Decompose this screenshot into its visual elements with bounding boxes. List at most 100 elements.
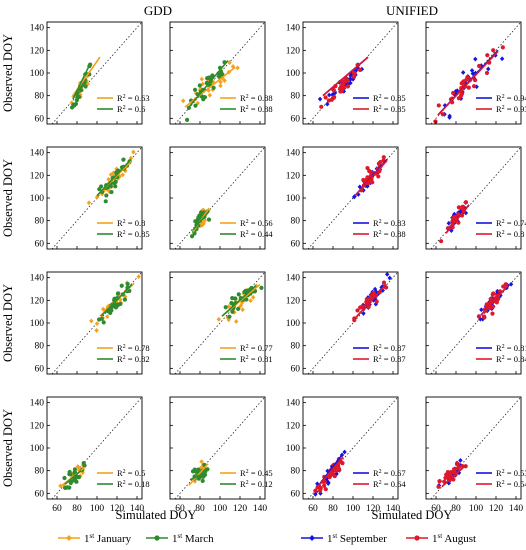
point-jan	[235, 65, 240, 71]
y-tick-label: 120	[30, 421, 45, 431]
point-sep	[469, 68, 475, 73]
point-aug	[345, 84, 351, 89]
y-tick-label: 60	[291, 114, 301, 124]
r2-label-jan: R2 = 0.45	[240, 468, 273, 478]
point-aug	[351, 74, 356, 79]
x-tick-label: 120	[366, 504, 381, 514]
point-jan	[78, 92, 83, 98]
r2-label-mar: R2 = 0.88	[240, 104, 273, 114]
point-mar	[243, 289, 248, 295]
r2-label-sep: R2 = 0.85	[373, 93, 406, 103]
point-jan	[180, 98, 186, 104]
point-mar	[109, 189, 114, 195]
point-jan	[234, 319, 239, 324]
point-jan	[86, 200, 92, 206]
fit-line-mar	[189, 471, 208, 481]
point-jan	[105, 314, 110, 320]
point-sep	[460, 70, 466, 75]
point-mar	[113, 179, 118, 185]
y-tick-label: 60	[35, 239, 45, 249]
point-mar	[99, 316, 104, 321]
point-mar	[220, 72, 225, 77]
point-aug	[477, 63, 482, 69]
fit-line-aug	[441, 464, 467, 488]
point-aug	[451, 90, 456, 96]
point-jan	[69, 100, 74, 106]
point-mar	[190, 469, 196, 474]
y-tick-label: 80	[35, 467, 45, 477]
point-jan	[222, 78, 227, 83]
point-jan	[218, 83, 223, 89]
point-mar	[72, 470, 77, 475]
point-sep	[372, 286, 378, 292]
fit-line-aug	[437, 50, 499, 116]
point-aug	[332, 468, 337, 473]
point-mar	[244, 297, 249, 302]
point-aug	[331, 88, 336, 93]
y-tick-label: 100	[286, 319, 301, 329]
y-tick-label: 80	[291, 92, 301, 102]
r2-label-aug: R2 = 0.54	[496, 479, 526, 489]
point-mar	[104, 193, 109, 198]
point-sep	[361, 311, 366, 316]
point-sep	[486, 66, 491, 72]
r2-label-jan: R2 = 0.63	[117, 93, 150, 103]
data-points	[439, 200, 469, 244]
r2-label-mar: R2 = 0.81	[240, 354, 273, 364]
point-aug	[381, 155, 386, 160]
fit-line-mar	[64, 470, 82, 485]
point-mar	[193, 103, 198, 108]
point-mar	[115, 291, 121, 296]
fit-line-jan	[188, 463, 209, 486]
point-mar	[200, 478, 205, 483]
y-tick-label: 60	[291, 489, 301, 499]
point-aug	[367, 168, 372, 174]
x-tick-label: 100	[469, 504, 484, 514]
point-aug	[378, 160, 383, 165]
y-tick-label: 80	[291, 342, 301, 352]
r2-label-mar: R2 = 0.44	[240, 229, 273, 239]
point-sep	[479, 307, 484, 313]
legend-marker-1	[154, 535, 160, 541]
point-sep	[384, 272, 390, 277]
x-tick-label: 60	[175, 504, 185, 514]
fit-line-mar	[96, 158, 132, 197]
panel-0-3: R2 = 0.94R2 = 0.93	[425, 21, 526, 125]
point-mar	[97, 187, 102, 192]
point-aug	[459, 81, 464, 86]
point-aug	[485, 53, 490, 58]
x-tick-label: 80	[451, 504, 461, 514]
legend-label-0: 1st January	[84, 532, 132, 545]
point-mar	[192, 87, 198, 92]
y-tick-label: 80	[291, 467, 301, 477]
r2-label-jan: R2 = 0.78	[117, 343, 150, 353]
y-tick-label: 100	[30, 319, 45, 329]
y-tick-label: 140	[30, 399, 45, 409]
point-jan	[106, 303, 112, 309]
point-mar	[230, 309, 235, 314]
point-sep	[315, 481, 320, 487]
point-jan	[226, 304, 232, 309]
point-aug	[490, 311, 495, 316]
point-sep	[326, 92, 332, 98]
data-points	[86, 149, 136, 206]
data-points	[189, 207, 212, 239]
x-tick-label: 100	[90, 504, 105, 514]
point-jan	[207, 92, 213, 98]
point-sep	[473, 56, 478, 62]
identity-line	[307, 22, 398, 124]
r2-label-mar: R2 = 0.82	[117, 354, 150, 364]
r2-label-jan: R2 = 0.5	[117, 468, 145, 478]
group-title-unified: UNIFIED	[386, 3, 438, 18]
legend-label-1: 1st March	[172, 532, 214, 545]
x-tick-label: 120	[233, 504, 248, 514]
fit-line-mar	[187, 60, 229, 109]
legend-label-3: 1st August	[432, 532, 476, 545]
y-tick-label: 120	[286, 46, 301, 56]
fit-line-mar	[72, 63, 91, 100]
point-mar	[233, 296, 238, 301]
y-tick-label: 120	[286, 421, 301, 431]
